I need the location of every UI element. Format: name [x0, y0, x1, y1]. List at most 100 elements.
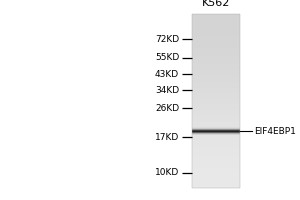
- Bar: [192, 140, 240, 141]
- Bar: [192, 70, 240, 71]
- Bar: [192, 87, 240, 88]
- Bar: [192, 63, 240, 64]
- Bar: [192, 34, 240, 35]
- Bar: [192, 154, 240, 155]
- Bar: [192, 169, 240, 170]
- Bar: [192, 123, 240, 124]
- Bar: [192, 138, 240, 139]
- Bar: [192, 152, 240, 153]
- Bar: [192, 57, 240, 58]
- Bar: [192, 32, 240, 33]
- Bar: [192, 130, 240, 131]
- Bar: [192, 177, 240, 178]
- Bar: [192, 163, 240, 164]
- Bar: [192, 88, 240, 89]
- Bar: [192, 161, 240, 162]
- Bar: [192, 108, 240, 109]
- Bar: [192, 56, 240, 57]
- Bar: [192, 40, 240, 41]
- Bar: [192, 134, 240, 135]
- Bar: [192, 139, 240, 140]
- Bar: [192, 134, 240, 135]
- Bar: [192, 128, 240, 129]
- Bar: [192, 153, 240, 154]
- Bar: [192, 23, 240, 24]
- Bar: [192, 72, 240, 73]
- Bar: [192, 58, 240, 59]
- Bar: [192, 136, 240, 137]
- Bar: [192, 121, 240, 122]
- Text: EIF4EBP1: EIF4EBP1: [254, 127, 296, 136]
- Bar: [192, 25, 240, 26]
- Bar: [192, 77, 240, 78]
- Bar: [192, 106, 240, 107]
- Bar: [192, 87, 240, 88]
- Bar: [192, 146, 240, 147]
- Bar: [192, 183, 240, 184]
- Bar: [192, 135, 240, 136]
- Bar: [192, 47, 240, 48]
- Bar: [192, 112, 240, 113]
- Bar: [192, 109, 240, 110]
- Bar: [192, 39, 240, 40]
- Bar: [192, 113, 240, 114]
- Bar: [192, 52, 240, 53]
- Bar: [192, 181, 240, 182]
- Bar: [192, 184, 240, 185]
- Bar: [192, 143, 240, 144]
- Bar: [192, 157, 240, 158]
- Bar: [192, 105, 240, 106]
- Bar: [192, 24, 240, 25]
- Bar: [192, 133, 240, 134]
- Bar: [192, 120, 240, 121]
- Bar: [192, 93, 240, 94]
- Bar: [192, 59, 240, 60]
- Bar: [192, 158, 240, 159]
- Bar: [192, 164, 240, 165]
- Bar: [192, 163, 240, 164]
- Bar: [192, 47, 240, 48]
- Text: 26KD: 26KD: [155, 104, 179, 113]
- Bar: [192, 181, 240, 182]
- Text: 43KD: 43KD: [155, 70, 179, 79]
- Bar: [192, 21, 240, 22]
- Bar: [192, 159, 240, 160]
- Bar: [192, 138, 240, 139]
- Bar: [192, 132, 240, 133]
- Bar: [192, 76, 240, 77]
- Bar: [192, 35, 240, 36]
- Bar: [192, 131, 240, 132]
- Bar: [192, 27, 240, 28]
- Bar: [192, 43, 240, 44]
- Bar: [192, 133, 240, 134]
- Bar: [192, 18, 240, 19]
- Bar: [192, 98, 240, 99]
- Bar: [192, 160, 240, 161]
- Bar: [192, 65, 240, 66]
- Bar: [192, 32, 240, 33]
- Bar: [192, 26, 240, 27]
- Bar: [192, 62, 240, 63]
- Bar: [192, 96, 240, 97]
- Bar: [192, 115, 240, 116]
- Bar: [192, 182, 240, 183]
- Bar: [192, 171, 240, 172]
- Bar: [192, 155, 240, 156]
- Bar: [192, 72, 240, 73]
- Bar: [192, 123, 240, 124]
- Bar: [192, 105, 240, 106]
- Bar: [192, 76, 240, 77]
- Bar: [192, 148, 240, 149]
- Bar: [192, 75, 240, 76]
- Bar: [192, 152, 240, 153]
- Bar: [192, 66, 240, 67]
- Bar: [192, 128, 240, 129]
- Bar: [192, 74, 240, 75]
- Bar: [192, 22, 240, 23]
- Bar: [192, 81, 240, 82]
- Bar: [192, 131, 240, 132]
- Bar: [192, 51, 240, 52]
- Bar: [192, 127, 240, 128]
- Bar: [192, 145, 240, 146]
- Bar: [192, 116, 240, 117]
